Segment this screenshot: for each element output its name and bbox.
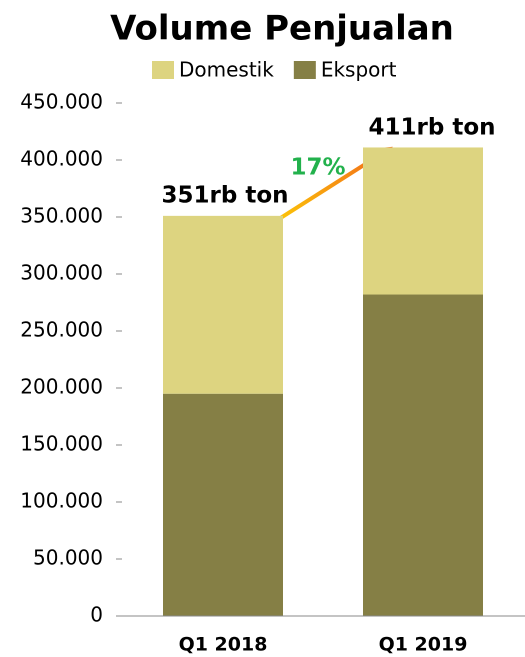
y-tick-label: 50.000 — [33, 546, 103, 570]
y-tick-label: 250.000 — [20, 318, 103, 342]
legend-label: Eksport — [321, 58, 397, 82]
bar-segment — [363, 294, 483, 616]
y-tick-label: 200.000 — [20, 375, 103, 399]
legend-label: Domestik — [179, 58, 274, 82]
chart-title: Volume Penjualan — [110, 9, 454, 49]
legend-swatch — [293, 61, 316, 79]
growth-label: 17% — [290, 155, 345, 181]
y-tick-label: 150.000 — [20, 432, 103, 456]
y-tick-label: 100.000 — [20, 489, 103, 513]
y-tick-label: 450.000 — [20, 90, 103, 114]
bar-segment — [163, 215, 283, 394]
y-tick-label: 0 — [90, 603, 103, 627]
y-tick-label: 400.000 — [20, 147, 103, 171]
bar-segment — [363, 147, 483, 295]
legend-swatch — [152, 61, 174, 79]
total-label: 411rb ton — [369, 115, 496, 141]
y-tick-label: 300.000 — [20, 261, 103, 285]
x-tick-label: Q1 2018 — [179, 634, 268, 656]
total-label: 351rb ton — [162, 183, 289, 209]
x-tick-label: Q1 2019 — [379, 634, 468, 656]
bar-segment — [163, 393, 283, 616]
y-tick-label: 350.000 — [20, 204, 103, 228]
